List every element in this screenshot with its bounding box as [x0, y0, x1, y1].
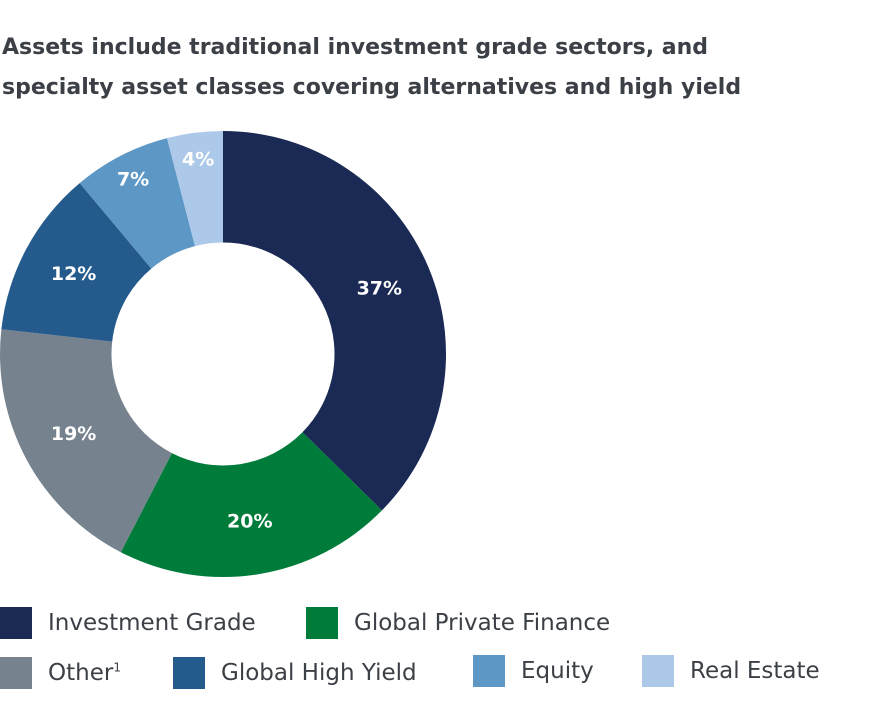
legend-label: Investment Grade: [48, 610, 256, 636]
value-label-real-estate: 4%: [182, 148, 214, 170]
slice-equity: [79, 138, 195, 269]
legend-label: Real Estate: [690, 658, 820, 684]
legend-item-equity: Equity: [473, 655, 594, 687]
slice-other: [0, 329, 172, 553]
legend-label: Other1: [48, 660, 121, 686]
title-line-2: specialty asset classes covering alterna…: [2, 75, 742, 100]
legend-item-real-estate: Real Estate: [642, 655, 820, 687]
value-label-global-private-finance: 20%: [227, 510, 272, 532]
chart-title: Assets include traditional investment gr…: [2, 28, 862, 108]
legend-swatch: [306, 607, 338, 639]
legend-item-global-private-finance: Global Private Finance: [306, 607, 610, 639]
donut-slices: [0, 131, 446, 577]
legend-swatch: [173, 657, 205, 689]
slice-global-high-yield: [1, 183, 152, 342]
footnote-marker: 1: [113, 660, 121, 675]
value-label-equity: 7%: [117, 169, 149, 191]
legend-swatch: [0, 607, 32, 639]
legend-item-global-high-yield: Global High Yield: [173, 657, 417, 689]
value-label-global-high-yield: 12%: [51, 263, 96, 285]
donut-chart: 37% 20% 19% 12% 7% 4%: [0, 131, 446, 577]
title-line-1: Assets include traditional investment gr…: [2, 35, 708, 60]
value-label-other: 19%: [51, 423, 96, 445]
legend-swatch: [0, 657, 32, 689]
legend-item-investment-grade: Investment Grade: [0, 607, 256, 639]
legend-label: Global Private Finance: [354, 610, 611, 636]
legend-swatch: [642, 655, 674, 687]
legend-label: Equity: [521, 658, 594, 684]
legend-item-other: Other1: [0, 657, 121, 689]
legend-label: Global High Yield: [221, 660, 417, 686]
slice-investment-grade: [223, 131, 446, 511]
donut-labels: 37% 20% 19% 12% 7% 4%: [51, 148, 402, 532]
value-label-investment-grade: 37%: [357, 278, 402, 300]
legend-swatch: [473, 655, 505, 687]
slice-global-private-finance: [120, 432, 382, 577]
slice-real-estate: [166, 131, 223, 247]
